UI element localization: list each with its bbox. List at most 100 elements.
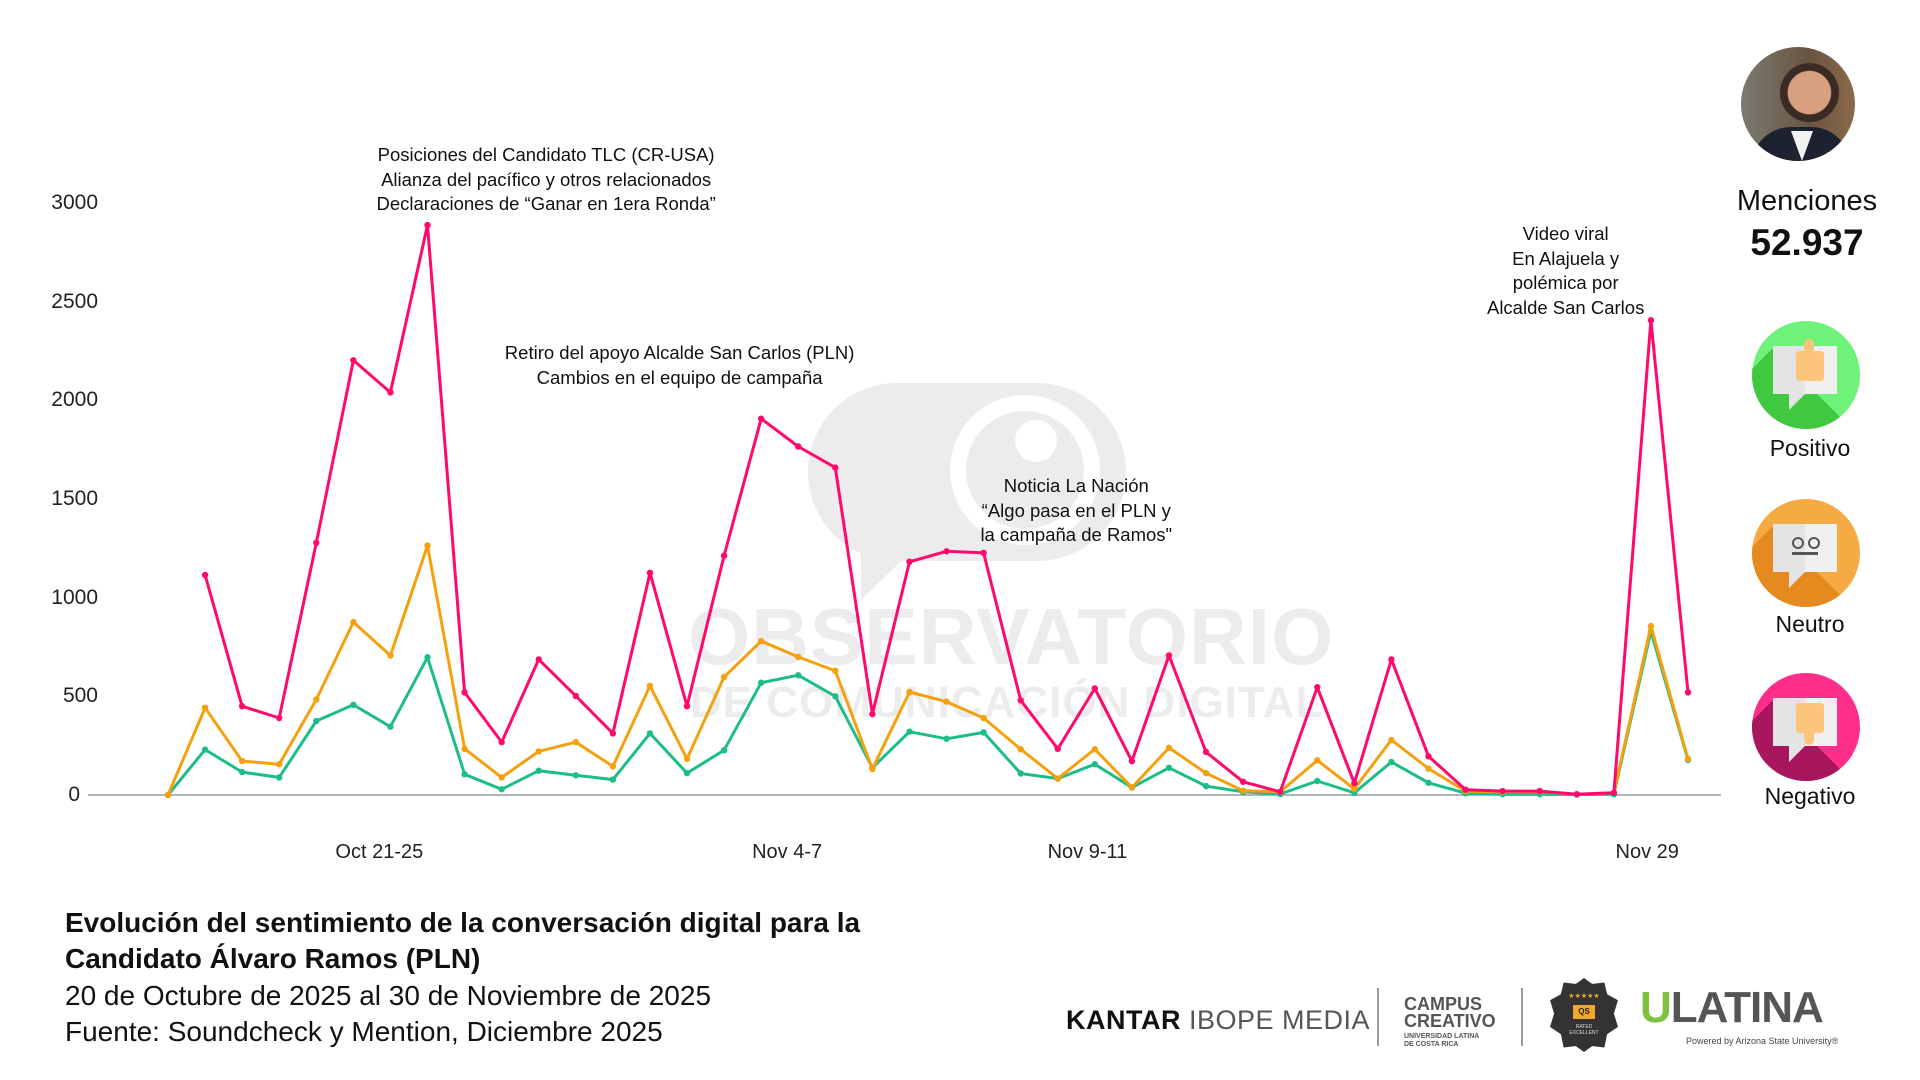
ulatina-logo: ULATINA — [1640, 986, 1824, 1030]
creativo-text: CREATIVO — [1404, 1011, 1496, 1031]
data-point-neutro — [906, 688, 913, 696]
data-point-neutro — [313, 696, 320, 703]
data-point-neutro — [1128, 784, 1136, 791]
chart-title-line2: Candidato Álvaro Ramos (PLN) — [65, 943, 481, 974]
data-point-negativo — [720, 552, 728, 559]
data-point-negativo — [1684, 689, 1692, 696]
logo-divider — [1377, 988, 1379, 1046]
annotation-line: Video viral — [1522, 223, 1609, 244]
data-point-neutro — [1684, 755, 1692, 763]
data-point-neutro — [1017, 746, 1024, 753]
campus-text: CAMPUS — [1404, 994, 1483, 1014]
y-tick-label: 2000 — [51, 388, 98, 412]
data-point-neutro — [461, 745, 468, 753]
data-point-neutro — [943, 698, 950, 705]
data-point-neutro — [720, 673, 728, 681]
data-point-negativo — [980, 549, 987, 557]
badge-qs: QS — [1573, 1005, 1595, 1019]
data-point-negativo — [1165, 652, 1173, 659]
data-point-neutro — [795, 653, 802, 661]
annotation-line: polémica por — [1512, 272, 1619, 293]
data-point-negativo — [1425, 753, 1432, 760]
data-point-negativo — [646, 569, 654, 577]
chart-annotation: Noticia La Nación “Algo pasa en el PLN y l… — [980, 474, 1172, 548]
annotation-line: Posiciones del Candidato TLC (CR-USA) — [377, 144, 715, 165]
series-line-negativo — [203, 223, 1690, 796]
annotation-line: Noticia La Nación — [1003, 475, 1149, 496]
badge-text: RATED EXCELLENT — [1558, 1024, 1610, 1036]
annotation-line: Alianza del pacífico y otros relacionado… — [381, 168, 712, 190]
data-point-positivo — [1202, 782, 1210, 790]
kantar-text: KANTAR — [1066, 1005, 1181, 1035]
data-point-positivo — [313, 717, 320, 725]
series-line-positivo — [166, 629, 1690, 797]
ulatina-powered-by: Powered by Arizona State University® — [1686, 1036, 1839, 1046]
data-point-neutro — [572, 738, 580, 746]
thumbs-up-icon — [1752, 321, 1860, 429]
data-point-negativo — [1388, 656, 1395, 663]
data-point-positivo — [720, 747, 728, 754]
data-point-neutro — [1647, 622, 1655, 630]
data-point-negativo — [943, 548, 950, 555]
watermark-eye-highlight — [1015, 420, 1057, 462]
data-point-negativo — [1091, 685, 1099, 692]
data-point-negativo — [1573, 791, 1580, 798]
data-point-negativo — [1314, 684, 1321, 691]
data-point-neutro — [1388, 736, 1395, 744]
data-point-neutro — [498, 774, 505, 781]
data-point-negativo — [683, 703, 691, 710]
chart-annotation: Retiro del apoyo Alcalde San Carlos (PLN… — [505, 341, 855, 390]
data-point-positivo — [1165, 764, 1173, 771]
data-point-positivo — [1388, 758, 1395, 766]
chart-annotation: Posiciones del Candidato TLC (CR-USA) Ali… — [376, 143, 715, 217]
y-tick-label: 500 — [62, 684, 98, 708]
data-point-positivo — [1425, 779, 1432, 786]
campus-sub1: UNIVERSIDAD LATINA — [1404, 1033, 1480, 1040]
annotation-line: Alcalde San Carlos — [1486, 296, 1645, 318]
data-point-neutro — [609, 763, 617, 770]
data-point-neutro — [164, 791, 172, 799]
mentions-value: 52.937 — [1750, 222, 1864, 263]
x-tick-label: Nov 4-7 — [752, 841, 823, 863]
neutral-face-icon — [1752, 499, 1860, 607]
data-point-negativo — [1202, 748, 1210, 756]
data-point-negativo — [1610, 789, 1618, 797]
badge-text-rated: RATED — [1575, 1024, 1593, 1030]
data-point-neutro — [1314, 757, 1321, 764]
x-tick-label: Nov 9-11 — [1047, 841, 1128, 863]
data-point-positivo — [980, 729, 987, 736]
ibope-media-text: IBOPE MEDIA — [1189, 1005, 1371, 1035]
data-point-neutro — [1054, 775, 1061, 782]
chart-title: Evolución del sentimiento de la conversa… — [65, 905, 860, 977]
mentions-label: Menciones — [1736, 185, 1878, 217]
data-point-negativo — [832, 464, 839, 471]
x-tick-label: Nov 29 — [1615, 841, 1679, 863]
data-point-negativo — [238, 703, 246, 710]
thumbs-down-icon — [1752, 673, 1860, 781]
data-point-negativo — [1351, 779, 1358, 787]
data-point-negativo — [1054, 745, 1061, 753]
annotation-line: Retiro del apoyo Alcalde San Carlos (PLN… — [504, 342, 855, 363]
data-point-positivo — [795, 672, 802, 679]
data-point-neutro — [424, 542, 431, 549]
data-point-negativo — [313, 539, 320, 547]
y-tick-label: 0 — [68, 783, 80, 806]
annotation-line: Declaraciones de “Ganar en 1era Ronda” — [376, 193, 716, 214]
series-line-neutro — [166, 544, 1690, 796]
kantar-ibope-logo: KANTAR IBOPE MEDIA — [1066, 1004, 1370, 1036]
data-point-negativo — [1017, 697, 1024, 704]
data-point-neutro — [1165, 744, 1173, 752]
data-point-neutro — [350, 618, 357, 626]
data-point-negativo — [387, 389, 394, 396]
data-point-positivo — [906, 728, 913, 735]
data-point-neutro — [1202, 769, 1210, 777]
data-point-negativo — [795, 443, 802, 450]
annotation-line: “Algo pasa en el PLN y — [981, 499, 1171, 521]
legend-label: Positivo — [1769, 435, 1851, 461]
data-point-positivo — [572, 772, 580, 779]
data-point-negativo — [757, 415, 765, 422]
badge-stars: ★★★★★ — [1568, 993, 1600, 1000]
y-tick-label: 1000 — [51, 585, 98, 609]
data-point-positivo — [683, 769, 691, 777]
